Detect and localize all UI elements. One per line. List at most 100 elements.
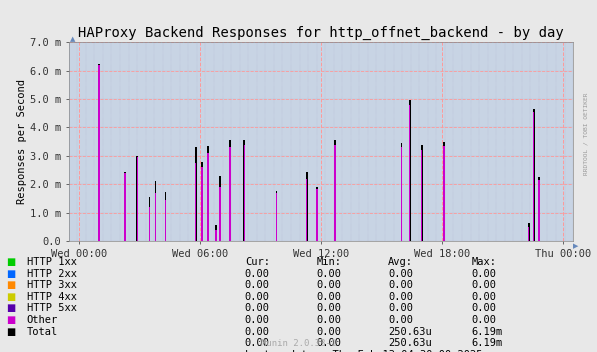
Bar [528,223,530,241]
Bar [533,112,534,241]
Bar [155,182,156,241]
Bar [316,189,318,241]
Bar [124,173,126,241]
Bar [207,146,209,241]
Text: ▶: ▶ [573,243,578,249]
Text: 0.00: 0.00 [316,292,341,302]
Bar [99,65,100,241]
Bar [409,100,411,241]
Bar [276,191,278,241]
Text: ▲: ▲ [70,36,75,42]
Text: 0.00: 0.00 [472,303,497,313]
Bar [229,147,231,241]
Text: 250.63u: 250.63u [388,338,432,348]
Title: HAProxy Backend Responses for http_offnet_backend - by day: HAProxy Backend Responses for http_offne… [78,26,564,40]
Text: Other: Other [27,315,58,325]
Bar [276,193,277,241]
Bar [195,147,196,241]
Text: Munin 2.0.33-1: Munin 2.0.33-1 [261,339,336,348]
Text: ■: ■ [6,269,15,278]
Text: HTTP 4xx: HTTP 4xx [27,292,77,302]
Bar [306,171,307,241]
Text: Min:: Min: [316,257,341,267]
Text: Max:: Max: [472,257,497,267]
Text: HTTP 5xx: HTTP 5xx [27,303,77,313]
Text: Cur:: Cur: [245,257,270,267]
Text: ■: ■ [6,280,15,290]
Text: 0.00: 0.00 [388,280,413,290]
Text: 0.00: 0.00 [472,315,497,325]
Text: 6.19m: 6.19m [472,327,503,337]
Bar [401,143,402,241]
Text: ■: ■ [6,327,15,337]
Bar [244,145,245,241]
Text: 0.00: 0.00 [472,269,497,278]
Bar [538,177,540,241]
Bar [219,187,221,241]
Bar [421,145,423,241]
Bar [401,147,402,241]
Text: 0.00: 0.00 [316,303,341,313]
Text: 0.00: 0.00 [245,280,270,290]
Text: Total: Total [27,327,58,337]
Bar [155,193,156,241]
Text: Avg:: Avg: [388,257,413,267]
Text: 0.00: 0.00 [316,269,341,278]
Bar [201,167,202,241]
Text: 0.00: 0.00 [245,269,270,278]
Text: ■: ■ [6,315,15,325]
Text: ■: ■ [6,257,15,267]
Text: 0.00: 0.00 [472,280,497,290]
Text: HTTP 1xx: HTTP 1xx [27,257,77,267]
Bar [149,197,150,241]
Text: 6.19m: 6.19m [472,338,503,348]
Bar [334,140,336,241]
Bar [316,187,318,241]
Bar [528,227,530,241]
Bar [409,105,410,241]
Bar [124,171,126,241]
Text: 0.00: 0.00 [245,338,270,348]
Bar [306,178,307,241]
Bar [219,176,221,241]
Bar [443,142,445,241]
Bar [216,230,217,241]
Bar [98,64,100,241]
Text: 0.00: 0.00 [388,292,413,302]
Text: 0.00: 0.00 [388,269,413,278]
Text: 0.00: 0.00 [245,327,270,337]
Text: 0.00: 0.00 [245,303,270,313]
Text: 0.00: 0.00 [245,315,270,325]
Bar [137,157,138,241]
Bar [244,140,245,241]
Text: 0.00: 0.00 [316,338,341,348]
Bar [149,207,150,241]
Text: HTTP 2xx: HTTP 2xx [27,269,77,278]
Bar [215,226,217,241]
Bar [165,200,166,241]
Bar [533,109,535,241]
Text: ■: ■ [6,303,15,313]
Text: ■: ■ [6,292,15,302]
Bar [443,146,445,241]
Text: RRDTOOL / TOBI OETIKER: RRDTOOL / TOBI OETIKER [584,93,589,175]
Text: 0.00: 0.00 [316,327,341,337]
Bar [229,140,231,241]
Bar [334,145,336,241]
Y-axis label: Responses per Second: Responses per Second [17,79,27,204]
Bar [165,192,167,241]
Text: HTTP 3xx: HTTP 3xx [27,280,77,290]
Text: 0.00: 0.00 [388,315,413,325]
Text: 0.00: 0.00 [472,292,497,302]
Text: 250.63u: 250.63u [388,327,432,337]
Text: 0.00: 0.00 [388,303,413,313]
Bar [137,156,138,241]
Text: 0.00: 0.00 [245,292,270,302]
Bar [421,150,423,241]
Bar [195,163,196,241]
Text: 0.00: 0.00 [316,280,341,290]
Bar [207,153,208,241]
Text: Last update:  Thu Feb 13 04:30:00 2025: Last update: Thu Feb 13 04:30:00 2025 [245,350,482,352]
Text: 0.00: 0.00 [316,315,341,325]
Bar [538,180,540,241]
